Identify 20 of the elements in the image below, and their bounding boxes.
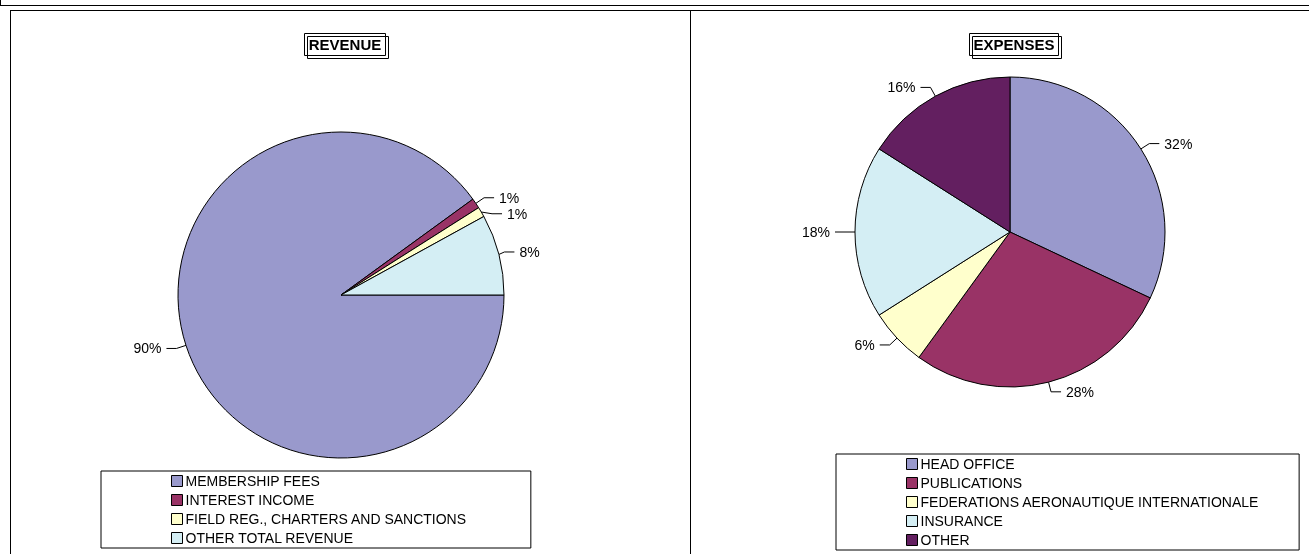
data-label: 1% [507,205,528,222]
legend-label: INSURANCE [920,513,1003,529]
legend-label: HEAD OFFICE [920,456,1015,472]
chart-title: EXPENSES [973,36,1055,53]
data-label: 6% [854,336,875,353]
data-label: 90% [133,340,162,357]
data-label: 32% [1164,135,1193,152]
legend-label: INTEREST INCOME [185,492,315,508]
legend-label: FEDERATIONS AERONAUTIQUE INTERNATIONALE [920,494,1259,510]
legend-label: OTHER TOTAL REVENUE [185,530,354,546]
data-label: 16% [887,79,916,96]
data-label: 1% [499,189,520,206]
legend-label: FIELD REG., CHARTERS AND SANCTIONS [185,511,467,527]
legend-label: MEMBERSHIP FEES [185,473,320,489]
legend-label: PUBLICATIONS [920,475,1023,491]
legend-label: OTHER [920,532,970,548]
data-label: 28% [1066,383,1095,400]
data-label: 8% [519,243,540,260]
data-label: 18% [801,224,830,240]
chart-title: REVENUE [308,36,382,53]
